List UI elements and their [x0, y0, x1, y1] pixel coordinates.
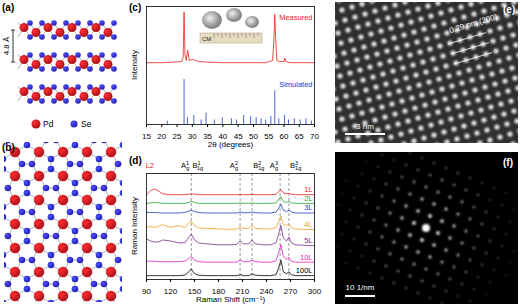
svg-text:40: 40	[218, 132, 228, 142]
svg-text:65: 65	[295, 132, 304, 141]
svg-text:A2g: A2g	[230, 160, 238, 171]
svg-text:(e): (e)	[503, 4, 515, 15]
svg-text:(f): (f)	[503, 157, 513, 168]
svg-text:2L: 2L	[304, 194, 312, 203]
svg-text:Se: Se	[81, 119, 92, 129]
svg-text:A1g: A1g	[181, 160, 189, 171]
svg-text:Intensity: Intensity	[130, 50, 139, 80]
svg-text:90: 90	[142, 287, 151, 296]
svg-text:(d): (d)	[129, 155, 142, 166]
svg-text:0.29 nm (200): 0.29 nm (200)	[448, 12, 499, 35]
svg-text:1L: 1L	[304, 185, 312, 194]
svg-text:70: 70	[310, 132, 319, 141]
svg-text:35: 35	[203, 132, 212, 142]
svg-text:3L: 3L	[304, 203, 312, 212]
svg-text:50: 50	[249, 132, 258, 142]
svg-text:270: 270	[284, 287, 298, 296]
svg-text:55: 55	[264, 132, 273, 141]
svg-text:B21g: B21g	[253, 160, 264, 171]
svg-text:20: 20	[157, 132, 166, 141]
svg-text:240: 240	[259, 287, 274, 297]
svg-text:180: 180	[211, 287, 226, 297]
svg-text:CM: CM	[202, 36, 211, 42]
svg-text:300: 300	[308, 287, 322, 296]
svg-text:30: 30	[188, 132, 197, 141]
svg-text:(c): (c)	[129, 2, 141, 13]
svg-text:4L: 4L	[304, 220, 312, 229]
svg-text:15: 15	[142, 132, 151, 141]
svg-text:B31g: B31g	[290, 160, 301, 171]
svg-text:10 1/nm: 10 1/nm	[346, 283, 375, 292]
svg-text:Measured: Measured	[279, 13, 312, 22]
svg-text:B11g: B11g	[192, 160, 203, 171]
svg-text:120: 120	[164, 287, 178, 296]
svg-text:(b): (b)	[2, 142, 15, 153]
svg-text:Raman Intensity: Raman Intensity	[130, 197, 139, 255]
svg-text:2θ (degrees): 2θ (degrees)	[208, 140, 254, 149]
svg-text:Simulated: Simulated	[279, 80, 312, 89]
svg-text:25: 25	[173, 132, 182, 141]
svg-text:(a): (a)	[2, 2, 14, 13]
svg-text:45: 45	[233, 132, 243, 142]
svg-text:4.8 Å: 4.8 Å	[2, 36, 11, 55]
svg-text:150: 150	[187, 287, 202, 297]
svg-text:3 nm: 3 nm	[356, 122, 374, 131]
svg-text:Pd: Pd	[43, 119, 54, 129]
svg-text:210: 210	[235, 287, 250, 297]
svg-text:10L: 10L	[300, 253, 313, 262]
svg-text:A3g: A3g	[270, 160, 278, 171]
svg-text:100L: 100L	[296, 266, 313, 275]
svg-text:60: 60	[280, 132, 289, 141]
svg-text:Raman Shift (cm⁻¹): Raman Shift (cm⁻¹)	[196, 295, 265, 304]
svg-text:L2: L2	[146, 161, 154, 170]
svg-text:5L: 5L	[304, 236, 312, 245]
